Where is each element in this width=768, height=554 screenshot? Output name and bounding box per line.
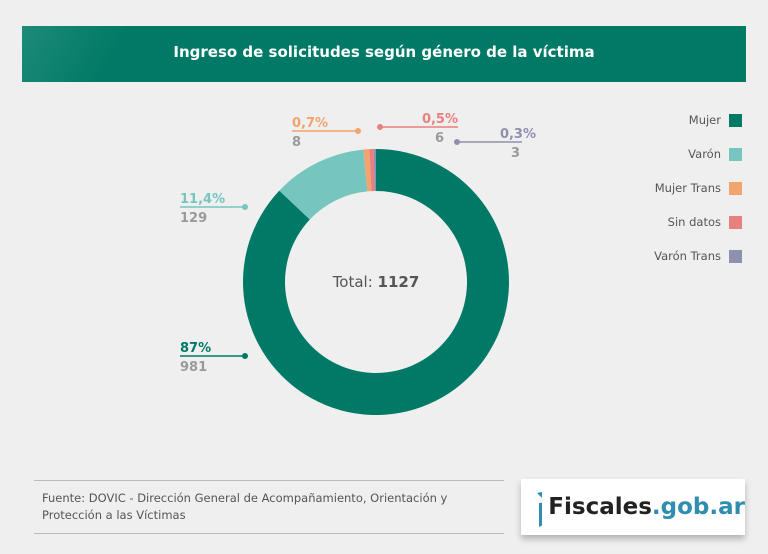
legend-item: Mujer: [654, 103, 742, 137]
callout-dot: [355, 128, 361, 134]
percent-label: 0,5%: [422, 112, 458, 127]
slice-sin-datos: [369, 149, 375, 192]
count-label: 129: [180, 211, 207, 226]
legend-swatch: [729, 215, 742, 229]
callout-dot: [377, 124, 383, 130]
legend: Mujer Varón Mujer Trans Sin datos Varón Tran…: [654, 103, 742, 273]
legend-swatch: [729, 147, 742, 161]
legend-label: Varón: [688, 147, 721, 161]
percent-label: 11,4%: [180, 192, 225, 207]
slice-varón-trans: [373, 149, 376, 192]
legend-swatch: [729, 113, 742, 127]
fiscales-logo: Fiscales .gob.ar: [521, 479, 745, 535]
callout-dot: [242, 353, 248, 359]
legend-label: Sin datos: [667, 215, 721, 229]
slice-mujer-trans: [363, 149, 372, 192]
legend-label: Varón Trans: [654, 249, 721, 263]
percent-label: 87%: [180, 341, 211, 356]
legend-item: Sin datos: [654, 205, 742, 239]
count-label: 8: [292, 135, 301, 150]
legend-swatch: [729, 249, 742, 263]
header-banner: Ingreso de solicitudes según género de l…: [22, 26, 746, 82]
chart-title: Ingreso de solicitudes según género de l…: [173, 43, 595, 61]
percent-label: 0,7%: [292, 116, 328, 131]
legend-item: Varón: [654, 137, 742, 171]
count-label: 981: [180, 360, 207, 375]
source-note: Fuente: DOVIC - Dirección General de Aco…: [34, 480, 504, 534]
legend-item: Varón Trans: [654, 239, 742, 273]
logo-icon: [537, 491, 543, 527]
legend-label: Mujer Trans: [654, 181, 721, 195]
count-label: 6: [435, 131, 444, 146]
callout-dot: [454, 139, 460, 145]
slice-varón: [279, 149, 368, 220]
total-label: Total: 1127: [332, 273, 420, 291]
legend-label: Mujer: [688, 113, 721, 127]
callout-dot: [242, 204, 248, 210]
slice-mujer: [243, 149, 510, 415]
percent-label: 0,3%: [500, 127, 536, 142]
legend-swatch: [729, 181, 742, 195]
count-label: 3: [511, 146, 520, 161]
legend-item: Mujer Trans: [654, 171, 742, 205]
